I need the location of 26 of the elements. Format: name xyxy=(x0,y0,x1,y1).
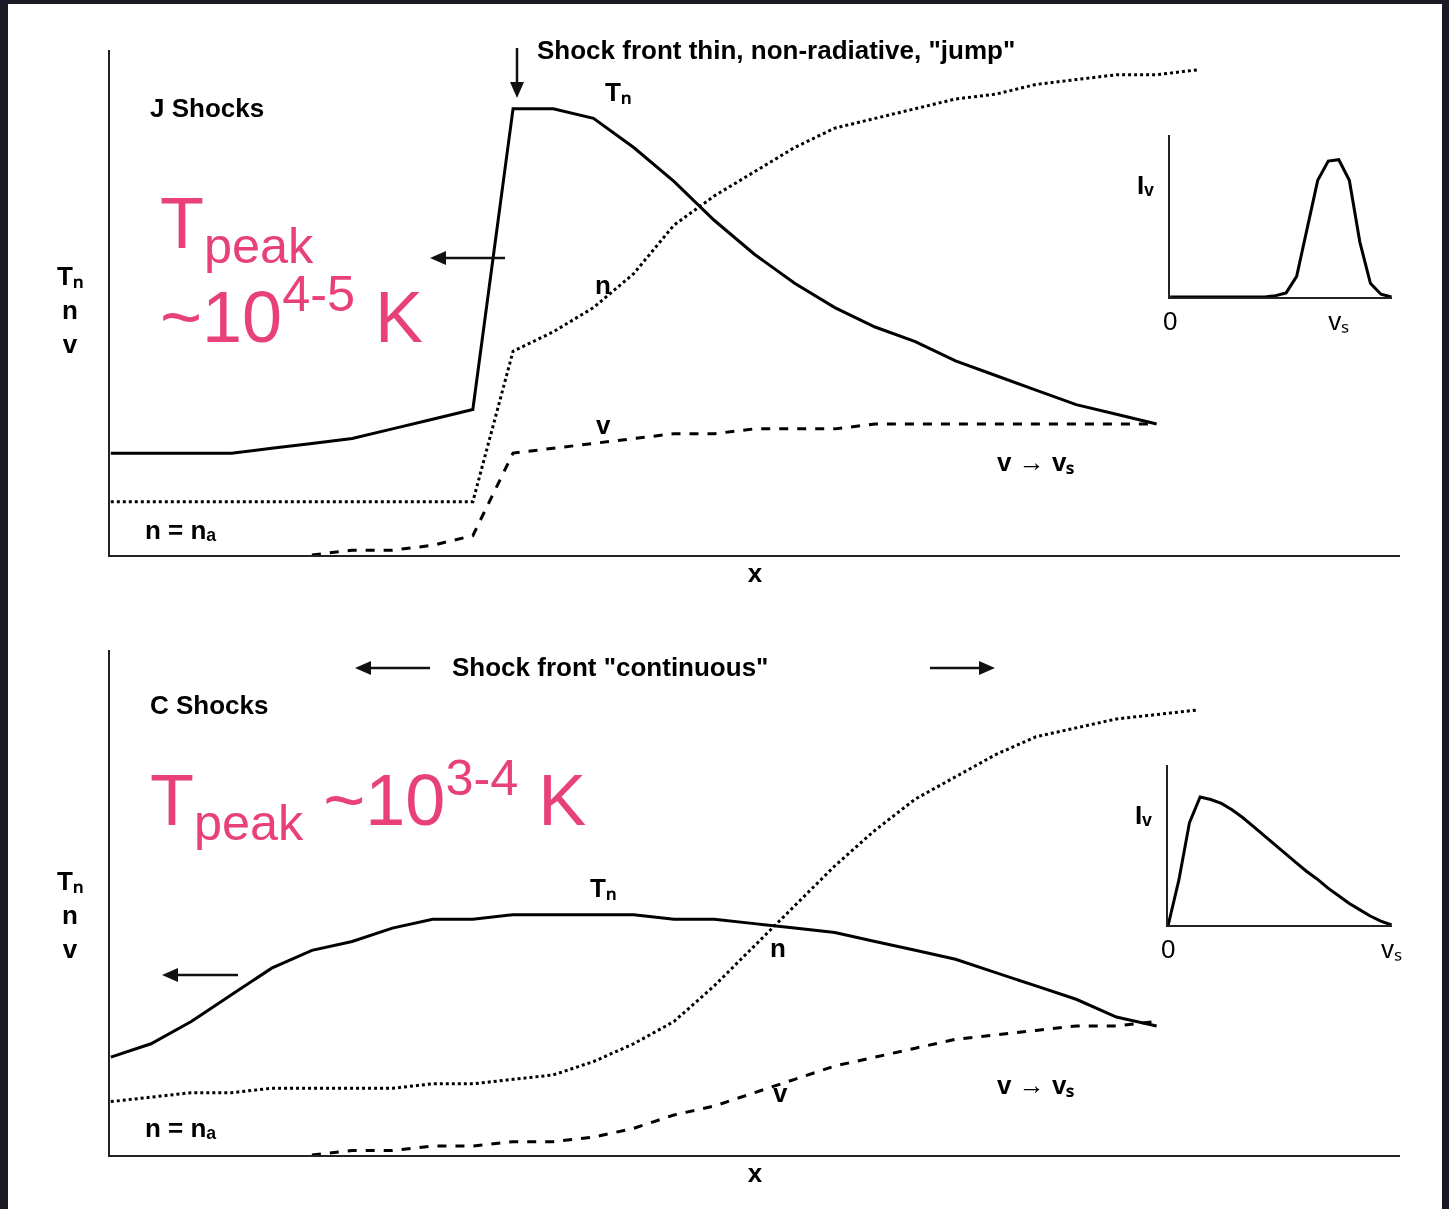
annotation: T$_{peak}$ ~10$^{4-5}$ K xyxy=(160,183,424,357)
series-label: Tₙ xyxy=(605,77,631,107)
annotation: v → vₛ xyxy=(997,1070,1075,1100)
chart-title: C Shocks xyxy=(150,690,269,721)
x-tick-label: 0 xyxy=(1162,306,1178,337)
x-axis-title: x xyxy=(747,1158,763,1189)
series-label: Tₙ xyxy=(590,873,616,903)
y-axis-title: Iᵥ xyxy=(1137,170,1155,200)
annotation: n = nₐ xyxy=(145,1113,217,1143)
text: Shock front "continuous" xyxy=(452,652,769,682)
series-label: v xyxy=(596,410,611,440)
text: J Shocks xyxy=(150,93,265,124)
annotation: n = nₐ xyxy=(145,515,217,545)
x-axis-title: x xyxy=(747,558,763,589)
x-tick-label: vₛ xyxy=(1380,934,1402,965)
x-tick-label: vₛ xyxy=(1328,306,1350,337)
y-axis-title: Tₙ n v xyxy=(57,261,83,359)
annotation: v → vₛ xyxy=(997,447,1075,477)
annotation: T$_{peak}$ ~10$^{3-4}$ K xyxy=(150,749,587,852)
series-label: n xyxy=(595,270,611,300)
series-label: n xyxy=(770,933,786,963)
series-label: v xyxy=(773,1078,788,1108)
x-tick-label: 0 xyxy=(1160,934,1176,965)
y-axis-title: Tₙ n v xyxy=(57,866,83,964)
text: Shock front thin, non-radiative, "jump" xyxy=(537,35,1016,65)
y-axis-title: Iᵥ xyxy=(1135,800,1153,830)
